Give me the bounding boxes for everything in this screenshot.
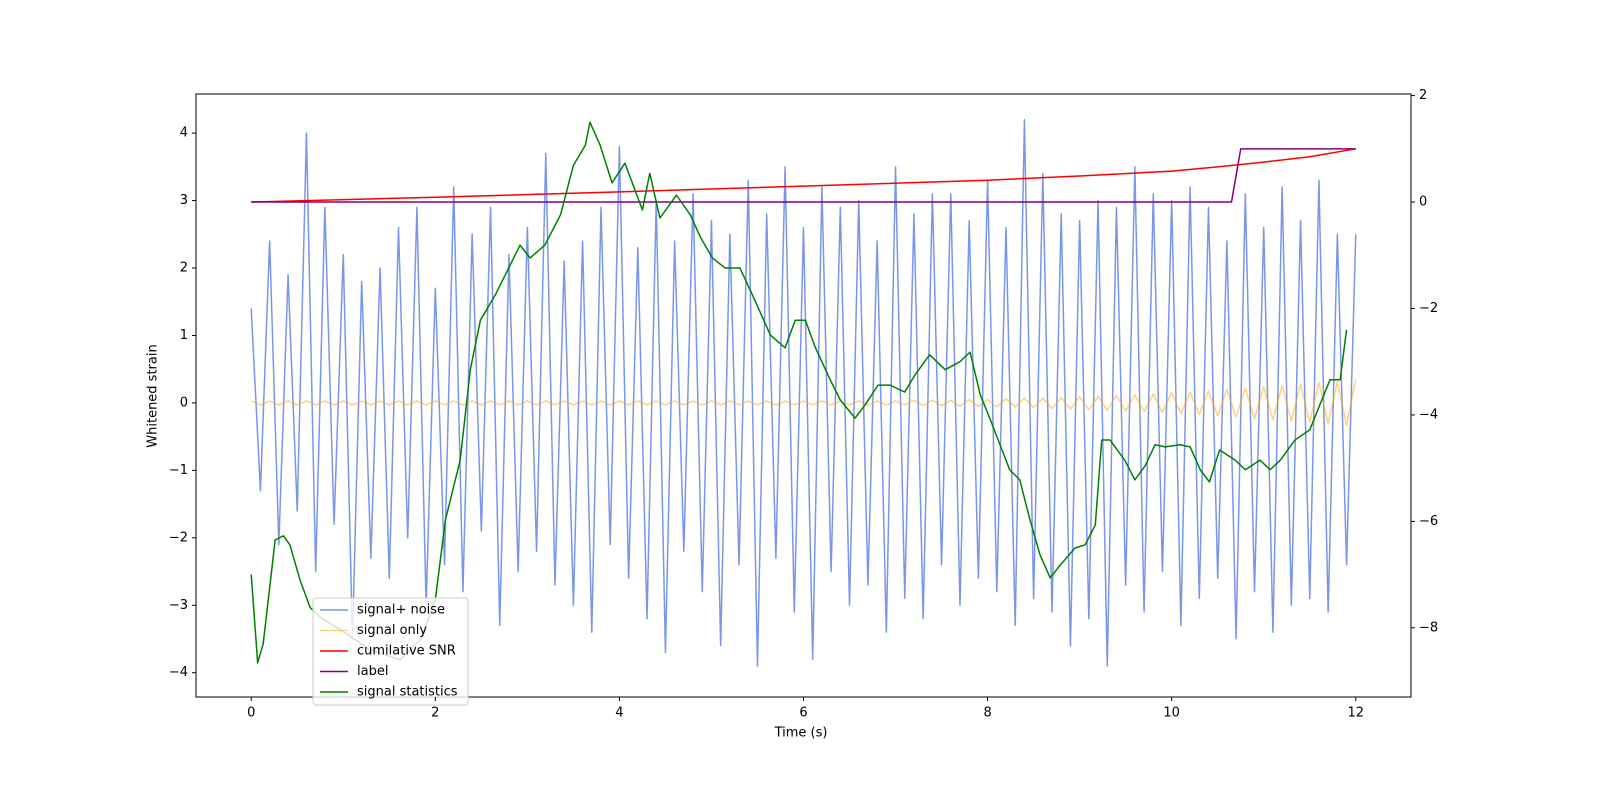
x-tick-label: 8 [983, 706, 991, 721]
x-tick-label: 6 [799, 706, 807, 721]
legend-label: signal+ noise [357, 603, 445, 618]
y2-tick-label: 0 [1419, 195, 1427, 210]
y2-tick-label: −6 [1419, 514, 1438, 529]
legend-label: signal only [357, 623, 427, 638]
y-tick-label: −3 [169, 598, 188, 613]
legend-box [312, 597, 469, 706]
series-line [251, 148, 1356, 203]
legend-label: signal statistics [357, 685, 458, 700]
legend-label: cumilative SNR [357, 644, 456, 659]
y-tick-label: −2 [169, 530, 188, 545]
series-line [250, 118, 1357, 667]
y-tick-label: 3 [180, 193, 188, 208]
x-tick-label: 12 [1347, 706, 1364, 721]
y-tick-label: −4 [169, 665, 188, 680]
y2-tick-label: −8 [1419, 620, 1438, 635]
legend: signal+ noise signal only cumilative SNR la… [312, 597, 469, 706]
y2-tick-label: −4 [1419, 407, 1438, 422]
series-line [251, 148, 1356, 203]
y-tick-label: −1 [169, 463, 188, 478]
legend-label: label [357, 664, 388, 679]
x-tick-label: 10 [1163, 706, 1180, 721]
plot-area [250, 118, 1357, 667]
y2-tick-label: −2 [1419, 301, 1438, 316]
series-line [250, 121, 1348, 664]
y-tick-label: 1 [180, 328, 188, 343]
x-tick-label: 4 [615, 706, 623, 721]
y-tick-label: 2 [180, 261, 188, 276]
x-axis-label: Time (s) [774, 726, 828, 741]
series-line [250, 379, 1357, 426]
y2-tick-label: 2 [1419, 88, 1427, 103]
x-tick-label: 2 [431, 706, 439, 721]
y-tick-label: 4 [180, 126, 188, 141]
x-tick-label: 0 [247, 706, 255, 721]
y-axis-label: Whitened strain [146, 344, 161, 447]
y-tick-label: 0 [180, 395, 188, 410]
